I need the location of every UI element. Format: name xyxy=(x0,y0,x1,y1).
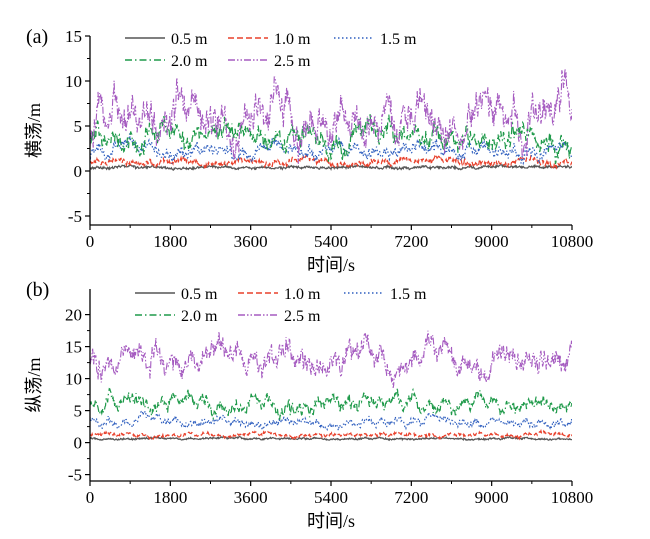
legend-label: 0.5 m xyxy=(171,31,208,48)
x-tick-label: 0 xyxy=(86,232,95,251)
legend-item: 2.0 m xyxy=(133,306,229,325)
x-axis-label: 时间/s xyxy=(307,255,355,275)
x-tick-label: 3600 xyxy=(234,232,268,251)
series-line-1_0m xyxy=(90,153,572,170)
legend-item-bg xyxy=(342,284,438,302)
legend-item-bg xyxy=(226,29,322,47)
legend-label: 1.0 m xyxy=(274,31,311,48)
series-line-2_5m xyxy=(90,330,572,388)
legend-item: 1.5 m xyxy=(332,29,428,48)
x-tick-label: 1800 xyxy=(153,232,187,251)
legend-label: 2.0 m xyxy=(181,308,218,325)
panel-label: (b) xyxy=(26,279,49,301)
y-tick-label: 5 xyxy=(74,117,83,136)
series-line-2_5m xyxy=(90,68,572,164)
series-line-2_0m xyxy=(90,387,572,422)
x-tick-label: 10800 xyxy=(551,232,594,251)
y-tick-label: -5 xyxy=(68,207,82,226)
legend-label: 1.5 m xyxy=(390,286,427,303)
legend-item: 1.0 m xyxy=(226,29,322,48)
x-tick-label: 7200 xyxy=(394,232,428,251)
legend-item: 2.5 m xyxy=(226,51,322,70)
series-line-1_5m xyxy=(90,409,572,432)
x-axis-label: 时间/s xyxy=(307,511,355,531)
y-axis-label: 横荡/m xyxy=(24,103,44,158)
legend: 0.5 m 1.0 m 1.5 m 2.0 m 2.5 m xyxy=(123,29,428,70)
x-tick-label: 5400 xyxy=(314,488,348,507)
legend-label: 1.5 m xyxy=(380,31,417,48)
y-tick-label: -5 xyxy=(68,466,82,485)
legend-item: 1.5 m xyxy=(342,284,438,303)
y-tick-label: 15 xyxy=(65,338,82,357)
legend-item-bg xyxy=(236,284,332,302)
legend-label: 1.0 m xyxy=(284,286,321,303)
legend-label: 2.0 m xyxy=(171,53,208,70)
legend-item-bg xyxy=(123,29,219,47)
series-line-0_5m xyxy=(90,435,572,442)
x-tick-label: 0 xyxy=(86,488,95,507)
series-line-2_0m xyxy=(90,114,572,165)
y-tick-label: 20 xyxy=(65,306,82,325)
x-tick-label: 1800 xyxy=(153,488,187,507)
y-tick-label: 0 xyxy=(74,162,83,181)
legend-item: 1.0 m xyxy=(236,284,332,303)
chart-panel-a: 0 1800 3600 5400 7200 9000 10800-5051015时间/s横荡… xyxy=(24,26,593,275)
legend-item-bg xyxy=(133,284,229,302)
y-tick-label: 15 xyxy=(65,27,82,46)
series-line-1_0m xyxy=(90,428,572,441)
legend-item-bg xyxy=(236,306,332,324)
legend-item: 0.5 m xyxy=(123,29,219,48)
y-tick-label: 0 xyxy=(74,434,83,453)
series-line-0_5m xyxy=(90,163,572,171)
y-tick-label: 10 xyxy=(65,72,82,91)
series-lines xyxy=(90,330,572,442)
x-tick-label: 7200 xyxy=(394,488,428,507)
legend-item-bg xyxy=(226,51,322,69)
legend-item-bg xyxy=(133,306,229,324)
legend-item: 2.0 m xyxy=(123,51,219,70)
y-axis-label: 纵荡/m xyxy=(24,357,44,412)
legend-item-bg xyxy=(123,51,219,69)
x-tick-label: 9000 xyxy=(475,232,509,251)
legend-item-bg xyxy=(332,29,428,47)
legend: 0.5 m 1.0 m 1.5 m 2.0 m 2.5 m xyxy=(133,284,438,325)
legend-item: 2.5 m xyxy=(236,306,332,325)
legend-item: 0.5 m xyxy=(133,284,229,303)
legend-label: 2.5 m xyxy=(284,308,321,325)
x-tick-label: 3600 xyxy=(234,488,268,507)
x-tick-label: 9000 xyxy=(475,488,509,507)
series-line-1_5m xyxy=(90,133,572,166)
y-tick-label: 5 xyxy=(74,402,83,421)
legend-label: 2.5 m xyxy=(274,53,311,70)
legend-label: 0.5 m xyxy=(181,286,218,303)
y-tick-label: 10 xyxy=(65,370,82,389)
series-lines xyxy=(90,68,572,171)
x-tick-label: 5400 xyxy=(314,232,348,251)
chart-panel-b: 0 1800 3600 5400 7200 9000 10800-505101520时间/s… xyxy=(24,279,593,531)
x-tick-label: 10800 xyxy=(551,488,594,507)
panel-label: (a) xyxy=(26,26,48,48)
